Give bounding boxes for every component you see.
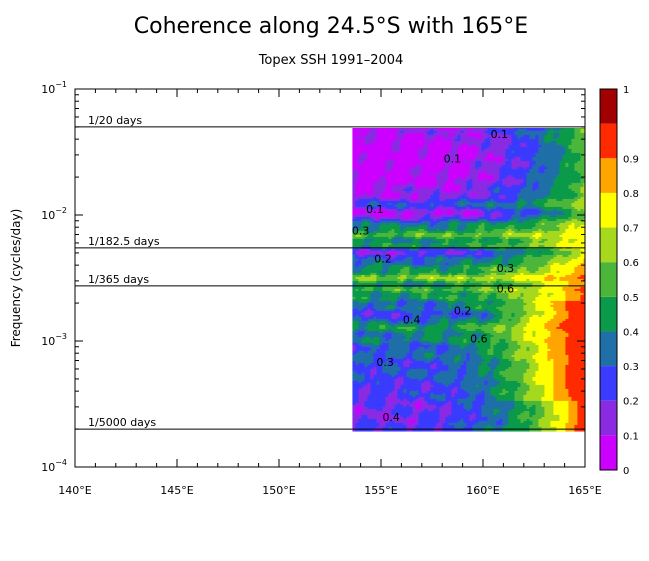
colorbar-frame bbox=[599, 88, 618, 471]
plot-frame bbox=[74, 88, 586, 468]
colorbar-swatch bbox=[600, 158, 617, 193]
x-tick-label: 145°E bbox=[160, 484, 193, 497]
contour-labels: 0.1 0.1 0.1 0.3 0.2 0.3 0.6 0.2 0.4 0.6 0.3 0.4 bbox=[352, 128, 514, 424]
colorbar-swatch bbox=[600, 366, 617, 401]
colorbar-swatch bbox=[600, 89, 617, 124]
colorbar-swatch bbox=[600, 123, 617, 159]
reference-line-label: 1/5000 days bbox=[88, 416, 156, 429]
colorbar-swatch bbox=[600, 296, 617, 332]
x-tick-label: 165°E bbox=[568, 484, 601, 497]
x-axis: 140°E 145°E 150°E 155°E 160°E 165°E bbox=[58, 89, 602, 497]
contour-label: 0.3 bbox=[376, 356, 394, 369]
y-axis-label: Frequency (cycles/day) bbox=[9, 209, 23, 348]
reference-line-label: 1/20 days bbox=[88, 114, 142, 127]
contour-label: 0.4 bbox=[403, 314, 421, 327]
contour-label: 0.1 bbox=[491, 128, 509, 141]
colorbar-swatch bbox=[600, 435, 617, 470]
colorbar-swatch bbox=[600, 400, 617, 436]
contour-label: 0.2 bbox=[454, 304, 472, 317]
chart-subtitle: Topex SSH 1991–2004 bbox=[258, 53, 404, 68]
coherence-field bbox=[352, 128, 585, 432]
chart-title: Coherence along 24.5°S with 165°E bbox=[134, 14, 528, 39]
contour-label: 0.2 bbox=[374, 253, 392, 266]
colorbar-swatch bbox=[600, 331, 617, 367]
contour-label: 0.6 bbox=[497, 283, 515, 296]
contour-label: 0.3 bbox=[352, 225, 370, 238]
colorbar-label: 0.5 bbox=[623, 293, 639, 304]
colorbar-label: 0.4 bbox=[623, 327, 639, 338]
reference-line-label: 1/365 days bbox=[88, 273, 149, 286]
colorbar-label: 0.1 bbox=[623, 431, 639, 442]
y-tick-label: 10−4 bbox=[41, 458, 67, 474]
colorbar-label: 0.3 bbox=[623, 362, 639, 373]
y-tick-label: 10−2 bbox=[41, 206, 67, 222]
colorbar-label: 0.7 bbox=[623, 224, 639, 235]
reference-line-label: 1/182.5 days bbox=[88, 235, 160, 248]
colorbar-label: 0.2 bbox=[623, 397, 639, 408]
colorbar-label: 0.8 bbox=[623, 189, 639, 200]
colorbar-label: 0.6 bbox=[623, 258, 639, 269]
colorbar: 0 0.1 0.2 0.3 0.4 0.5 0.6 0.7 0.8 0.9 1 bbox=[599, 85, 639, 477]
colorbar-label: 0 bbox=[623, 466, 629, 477]
colorbar-swatch bbox=[600, 262, 617, 297]
contour-label: 0.1 bbox=[444, 153, 462, 166]
colorbar-swatch bbox=[600, 192, 617, 228]
contour-label: 0.6 bbox=[470, 332, 488, 345]
y-tick-label: 10−3 bbox=[41, 332, 67, 348]
y-axis: 10−4 10−3 10−2 10−1 bbox=[41, 80, 585, 474]
contour-label: 0.4 bbox=[382, 411, 400, 424]
colorbar-label: 1 bbox=[623, 85, 629, 96]
x-tick-label: 140°E bbox=[58, 484, 91, 497]
contour-label: 0.1 bbox=[366, 203, 384, 216]
x-tick-label: 160°E bbox=[466, 484, 499, 497]
x-tick-label: 150°E bbox=[262, 484, 295, 497]
colorbar-label: 0.9 bbox=[623, 154, 639, 165]
colorbar-swatch bbox=[600, 227, 617, 263]
x-tick-label: 155°E bbox=[364, 484, 397, 497]
contour-label: 0.3 bbox=[497, 262, 515, 275]
reference-lines: 1/20 days 1/182.5 days 1/365 days 1/5000 da… bbox=[75, 114, 585, 430]
y-tick-label: 10−1 bbox=[41, 80, 67, 96]
